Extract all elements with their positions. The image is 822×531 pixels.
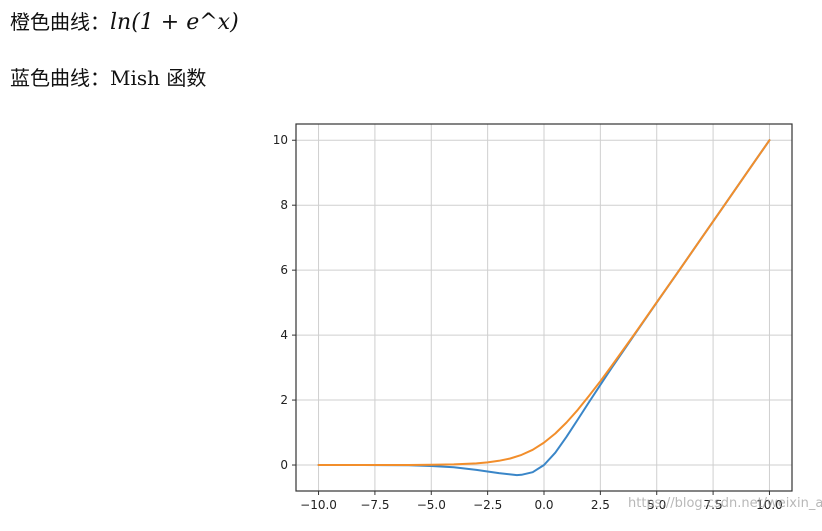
caption-orange-curve: 橙色曲线：ln(1 + e^x) [10, 6, 239, 35]
watermark-text: https://blog.csdn.net/weixin_adde [628, 496, 822, 511]
caption-formula: Mish 函数 [110, 66, 207, 90]
softplus-orange-line [317, 139, 771, 466]
series-layer [317, 139, 771, 477]
caption-label: 橙色曲线： [10, 10, 110, 34]
x-axis-ticks: −10.0 −7.5 −5.0 −2.5 0.0 2.5 5.0 7.5 10.0 [300, 491, 783, 512]
caption-formula: ln(1 + e^x) [110, 10, 239, 35]
x-tick-label: 0.0 [534, 498, 553, 512]
y-tick-label: 10 [273, 133, 288, 147]
y-tick-label: 0 [280, 458, 288, 472]
x-tick-label: 5.0 [647, 498, 666, 512]
x-tick-label: −7.5 [360, 498, 389, 512]
y-axis-ticks: 0 2 4 6 8 10 [273, 133, 296, 472]
x-tick-label: 10.0 [756, 498, 783, 512]
x-tick-label: −2.5 [473, 498, 502, 512]
y-tick-label: 2 [280, 393, 288, 407]
x-tick-label: −10.0 [300, 498, 337, 512]
x-tick-label: 7.5 [704, 498, 723, 512]
caption-label: 蓝色曲线： [10, 66, 110, 90]
caption-blue-curve: 蓝色曲线：Mish 函数 [10, 62, 206, 91]
x-tick-label: −5.0 [417, 498, 446, 512]
grid [296, 124, 792, 491]
y-tick-label: 4 [280, 328, 288, 342]
x-tick-label: 2.5 [591, 498, 610, 512]
y-tick-label: 6 [280, 263, 288, 277]
y-tick-label: 8 [280, 198, 288, 212]
